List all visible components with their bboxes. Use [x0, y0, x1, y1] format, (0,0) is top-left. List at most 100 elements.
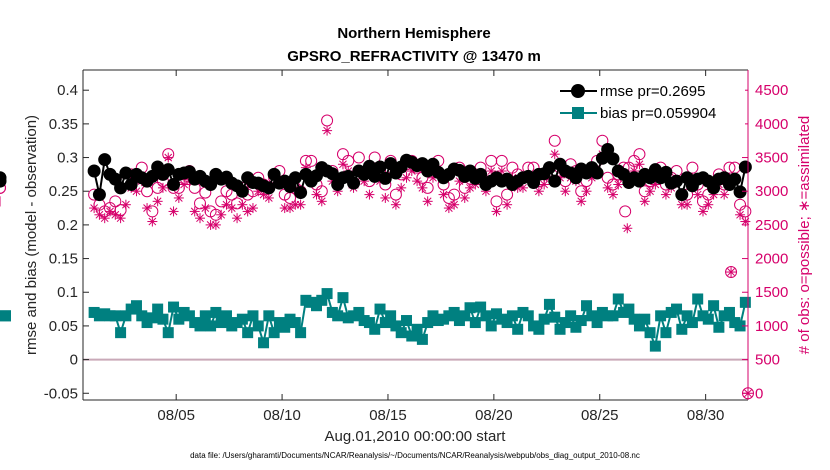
- bias-point: [162, 327, 174, 339]
- obs-assimilated-point: [449, 199, 460, 210]
- obs-assimilated-point: [735, 209, 746, 220]
- bias-point: [581, 300, 593, 312]
- bias-point: [464, 302, 476, 314]
- y-right-tick-label: 500: [755, 352, 780, 369]
- obs-assimilated-point: [322, 125, 333, 136]
- bias-point: [120, 310, 132, 322]
- x-tick-label: 08/05: [157, 407, 195, 424]
- rmse-point: [675, 188, 689, 202]
- bias-point: [252, 320, 264, 332]
- legend-bias-marker: [572, 107, 584, 119]
- obs-assimilated-point: [491, 206, 502, 217]
- y-right-tick-label: 4000: [755, 116, 788, 133]
- bias-point: [575, 315, 587, 327]
- bias-point: [374, 303, 386, 315]
- rmse-point: [0, 174, 7, 188]
- obs-assimilated-point: [719, 189, 730, 200]
- rmse-point: [145, 169, 159, 183]
- obs-assimilated-point: [232, 213, 243, 224]
- obs-assimilated-point: [89, 203, 100, 214]
- rmse-point: [204, 177, 218, 191]
- obs-assimilated-point: [533, 186, 544, 197]
- obs-assimilated-point: [242, 206, 253, 217]
- bias-point: [607, 310, 619, 322]
- obs-assimilated-point: [560, 186, 571, 197]
- bias-point: [136, 310, 148, 322]
- obs-assimilated-point: [285, 203, 296, 214]
- x-tick-label: 08/25: [581, 407, 619, 424]
- bias-point: [591, 317, 603, 329]
- obs-assimilated-point: [152, 196, 163, 207]
- obs-assimilated-point: [163, 152, 174, 163]
- obs-assimilated-point: [660, 189, 671, 200]
- obs-assimilated-point: [607, 189, 618, 200]
- obs-assimilated-point: [147, 216, 158, 227]
- bias-point: [406, 330, 418, 342]
- bias-series: [0, 288, 751, 352]
- bias-point: [708, 300, 720, 312]
- y-right-tick-label: 1000: [755, 318, 788, 335]
- obs-assimilated-point: [459, 192, 470, 203]
- bias-point: [321, 288, 333, 300]
- obs-assimilated-point: [247, 203, 258, 214]
- obs-assimilated-point: [189, 206, 200, 217]
- rmse-point: [542, 161, 556, 175]
- y-axis-left-label: rmse and bias (model - observation): [23, 115, 40, 355]
- obs-assimilated-point: [221, 199, 232, 210]
- obs-assimilated-point: [226, 203, 237, 214]
- bias-point: [612, 293, 624, 305]
- axes-layer: -0.05 0 0.05 0.1 0.15 0.2 0.25 0.3 0.35 0.4 0 500 10…: [44, 69, 788, 424]
- rmse-point: [119, 166, 133, 180]
- obs-assimilated-point: [697, 206, 708, 217]
- y-left-tick-label: 0.1: [57, 284, 78, 301]
- bias-point: [512, 323, 524, 335]
- rmse-point: [114, 181, 128, 195]
- rmse-point: [368, 169, 382, 183]
- y-right-tick-label: 2500: [755, 217, 788, 234]
- obs-assimilated-point: [200, 203, 211, 214]
- rmse-point: [670, 174, 684, 188]
- obs-assimilated-point: [94, 209, 105, 220]
- x-tick-label: 08/10: [263, 407, 301, 424]
- obs-assimilated-point: [263, 192, 274, 203]
- rmse-point: [378, 171, 392, 185]
- bias-point: [559, 317, 571, 329]
- y-left-tick-label: 0.15: [49, 251, 78, 268]
- obs-assimilated-point: [99, 213, 110, 224]
- bias-point: [522, 310, 534, 322]
- bias-point: [676, 323, 688, 335]
- bias-point: [353, 306, 365, 318]
- obs-assimilated-point: [417, 182, 428, 193]
- rmse-point: [362, 159, 376, 173]
- bias-point: [565, 310, 577, 322]
- bias-point: [628, 313, 640, 325]
- y-right-tick-label: 3500: [755, 150, 788, 167]
- obs-assimilated-point: [682, 199, 693, 210]
- x-tick-label: 08/20: [475, 407, 513, 424]
- bias-point: [236, 313, 248, 325]
- obs-assimilated-point: [613, 179, 624, 190]
- y-right-tick-label: 2000: [755, 251, 788, 268]
- rmse-point: [167, 177, 181, 191]
- bias-point: [538, 313, 550, 325]
- bias-point: [713, 321, 725, 333]
- rmse-point: [373, 160, 387, 174]
- bias-point: [411, 323, 423, 335]
- bias-point: [130, 300, 142, 312]
- obs-assimilated-point: [173, 192, 184, 203]
- obs-assimilated-point: [120, 199, 131, 210]
- bias-point: [242, 327, 254, 339]
- legend-bias-label: bias pr=0.059904: [600, 105, 716, 122]
- bias-point: [400, 315, 412, 327]
- bias-point: [385, 310, 397, 322]
- bias-point: [506, 310, 518, 322]
- bias-point: [422, 317, 434, 329]
- obs-assimilated-point: [115, 213, 126, 224]
- rmse-point: [325, 167, 339, 181]
- obs-assimilated-point: [422, 196, 433, 207]
- obs-assimilated-point: [401, 172, 412, 183]
- bias-point: [220, 310, 232, 322]
- rmse-point: [548, 174, 562, 188]
- bias-point: [205, 320, 217, 332]
- obs-assimilated-point: [438, 189, 449, 200]
